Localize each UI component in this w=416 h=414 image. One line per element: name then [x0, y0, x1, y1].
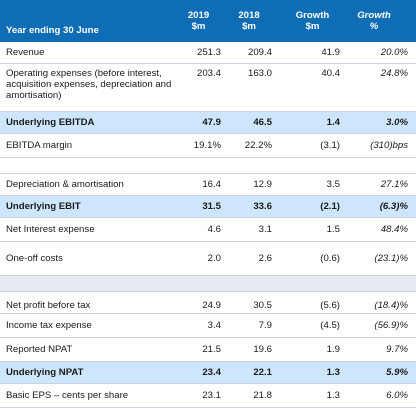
value-2018: 22.1: [253, 367, 272, 378]
header-growth: Growth $m: [295, 10, 330, 32]
value-2018: 19.6: [253, 344, 272, 355]
value-growth-pct: 48.4%: [380, 224, 408, 235]
table-row-highlight: Underlying NPAT 23.4 22.1 1.3 5.9%: [0, 362, 416, 384]
table-row: Basic EPS – cents per share 23.1 21.8 1.…: [0, 384, 416, 408]
value-2018: 22.2%: [244, 140, 272, 151]
value-2019: 47.9: [202, 117, 221, 128]
header-2018: 2018 $m: [238, 10, 260, 32]
table-row: Net Interest expense 4.6 3.1 1.5 48.4%: [0, 218, 416, 242]
value-growth-pct: 3.0%: [386, 117, 408, 128]
row-label: Operating expenses (before interest, acq…: [6, 68, 172, 101]
value-growth: (0.6): [320, 253, 340, 264]
table-row: Reported NPAT 21.5 19.6 1.9 9.7%: [0, 338, 416, 362]
value-growth: (5.6): [320, 300, 340, 311]
value-growth: 1.5: [326, 224, 340, 235]
row-label: Income tax expense: [6, 320, 92, 331]
row-label: Reported NPAT: [6, 344, 73, 355]
table-row: EBITDA margin 19.1% 22.2% (3.1) (310)bps: [0, 134, 416, 158]
value-2019: 2.0: [207, 253, 221, 264]
value-2019: 19.1%: [193, 140, 221, 151]
header-year-label: Year ending 30 June: [6, 25, 99, 36]
row-label: EBITDA margin: [6, 140, 73, 151]
value-growth: 1.3: [326, 390, 340, 401]
table-row: Depreciation & amortisation 16.4 12.9 3.…: [0, 174, 416, 196]
row-label: Underlying NPAT: [6, 367, 84, 378]
value-growth: (2.1): [320, 201, 340, 212]
value-2019: 4.6: [207, 224, 221, 235]
value-growth-pct: (310)bps: [370, 140, 408, 151]
row-label: Underlying EBIT: [6, 201, 81, 212]
value-2019: 203.4: [196, 68, 221, 79]
row-label: Depreciation & amortisation: [6, 179, 124, 190]
spacer-row: [0, 158, 416, 174]
value-2019: 23.1: [202, 390, 221, 401]
value-growth-pct: (18.4)%: [374, 300, 408, 311]
value-growth: 3.5: [326, 179, 340, 190]
table-row: One-off costs 2.0 2.6 (0.6) (23.1)%: [0, 242, 416, 276]
value-growth-pct: 24.8%: [380, 68, 408, 79]
value-2019: 24.9: [202, 300, 221, 311]
row-label: One-off costs: [6, 253, 63, 264]
table-row: Operating expenses (before interest, acq…: [0, 64, 416, 112]
header-2019: 2019 $m: [187, 10, 210, 32]
value-growth-pct: (6.3)%: [379, 201, 408, 212]
value-2018: 163.0: [247, 68, 272, 79]
table-row: Net profit before tax 24.9 30.5 (5.6) (1…: [0, 298, 416, 314]
value-growth-pct: (23.1)%: [374, 253, 408, 264]
value-2018: 2.6: [258, 253, 272, 264]
value-growth-pct: 27.1%: [380, 179, 408, 190]
value-2018: 30.5: [253, 300, 272, 311]
value-growth: (4.5): [320, 320, 340, 331]
value-2018: 21.8: [253, 390, 272, 401]
value-2019: 31.5: [202, 201, 221, 212]
value-2018: 46.5: [253, 117, 272, 128]
value-2019: 23.4: [202, 367, 221, 378]
value-growth: 1.9: [326, 344, 340, 355]
value-2019: 251.3: [196, 47, 221, 58]
value-growth-pct: (56.9)%: [374, 320, 408, 331]
value-2018: 3.1: [258, 224, 272, 235]
row-label: Net Interest expense: [6, 224, 95, 235]
value-2018: 33.6: [253, 201, 272, 212]
value-growth: 1.4: [326, 117, 340, 128]
row-label: Net profit before tax: [6, 300, 91, 311]
header-growth-pct: Growth %: [357, 10, 391, 32]
row-label: Basic EPS – cents per share: [6, 390, 129, 401]
value-2019: 16.4: [202, 179, 221, 190]
table-row-highlight: Underlying EBITDA 47.9 46.5 1.4 3.0%: [0, 112, 416, 134]
value-2018: 209.4: [247, 47, 272, 58]
value-growth: (3.1): [320, 140, 340, 151]
value-growth: 41.9: [321, 47, 340, 58]
value-growth: 40.4: [321, 68, 340, 79]
table-header: Year ending 30 June 2019 $m 2018 $m Grow…: [0, 0, 416, 42]
value-growth-pct: 5.9%: [386, 367, 408, 378]
separator-row: [0, 276, 416, 292]
value-2018: 7.9: [258, 320, 272, 331]
value-growth-pct: 20.0%: [380, 47, 408, 58]
value-growth-pct: 6.0%: [386, 390, 408, 401]
value-2019: 21.5: [202, 344, 221, 355]
value-growth-pct: 9.7%: [386, 344, 408, 355]
value-growth: 1.3: [326, 367, 340, 378]
row-label: Underlying EBITDA: [6, 117, 95, 128]
value-2019: 3.4: [207, 320, 221, 331]
table-row-highlight: Underlying EBIT 31.5 33.6 (2.1) (6.3)%: [0, 196, 416, 218]
row-label: Revenue: [6, 47, 45, 58]
table-row: Income tax expense 3.4 7.9 (4.5) (56.9)%: [0, 314, 416, 338]
value-2018: 12.9: [253, 179, 272, 190]
table-row: Revenue 251.3 209.4 41.9 20.0%: [0, 42, 416, 64]
